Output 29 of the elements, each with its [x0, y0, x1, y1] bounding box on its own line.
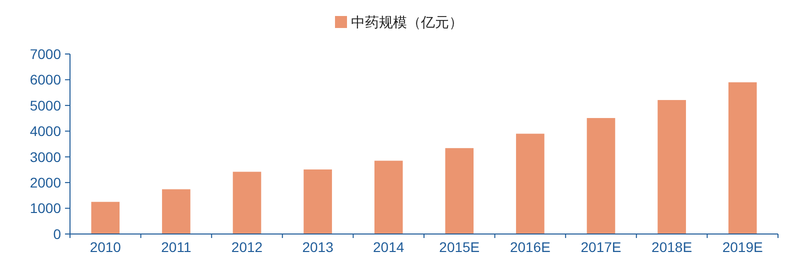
bar: [304, 169, 332, 234]
x-tick-label: 2010: [90, 239, 122, 255]
bar: [162, 189, 190, 234]
bar: [445, 148, 474, 234]
y-tick-label: 5000: [30, 97, 62, 114]
legend-label: 中药规模（亿元）: [351, 14, 463, 30]
x-tick-label: 2015E: [439, 239, 480, 255]
bar: [516, 134, 544, 234]
bar: [658, 100, 686, 234]
x-tick-label: 2017E: [580, 239, 622, 255]
y-tick-label: 3000: [30, 148, 62, 165]
x-tick-label: 2014: [373, 239, 404, 255]
x-tick-label: 2018E: [652, 239, 692, 255]
x-tick-label: 2013: [302, 239, 334, 255]
bar: [91, 202, 120, 234]
bar: [374, 160, 403, 234]
y-tick-label: 1000: [30, 200, 62, 216]
x-tick-label: 2011: [161, 239, 192, 255]
x-tick-label: 2016E: [510, 239, 550, 255]
bar: [728, 82, 757, 234]
y-tick-label: 0: [53, 226, 62, 242]
y-tick-label: 4000: [30, 123, 62, 140]
y-tick-label: 2000: [30, 174, 62, 190]
y-tick-label: 7000: [30, 46, 62, 62]
y-tick-label: 6000: [30, 72, 62, 88]
bar: [232, 172, 262, 234]
x-tick-label: 2019E: [722, 239, 763, 255]
x-tick-label: 2012: [231, 239, 263, 255]
bar: [586, 118, 616, 234]
